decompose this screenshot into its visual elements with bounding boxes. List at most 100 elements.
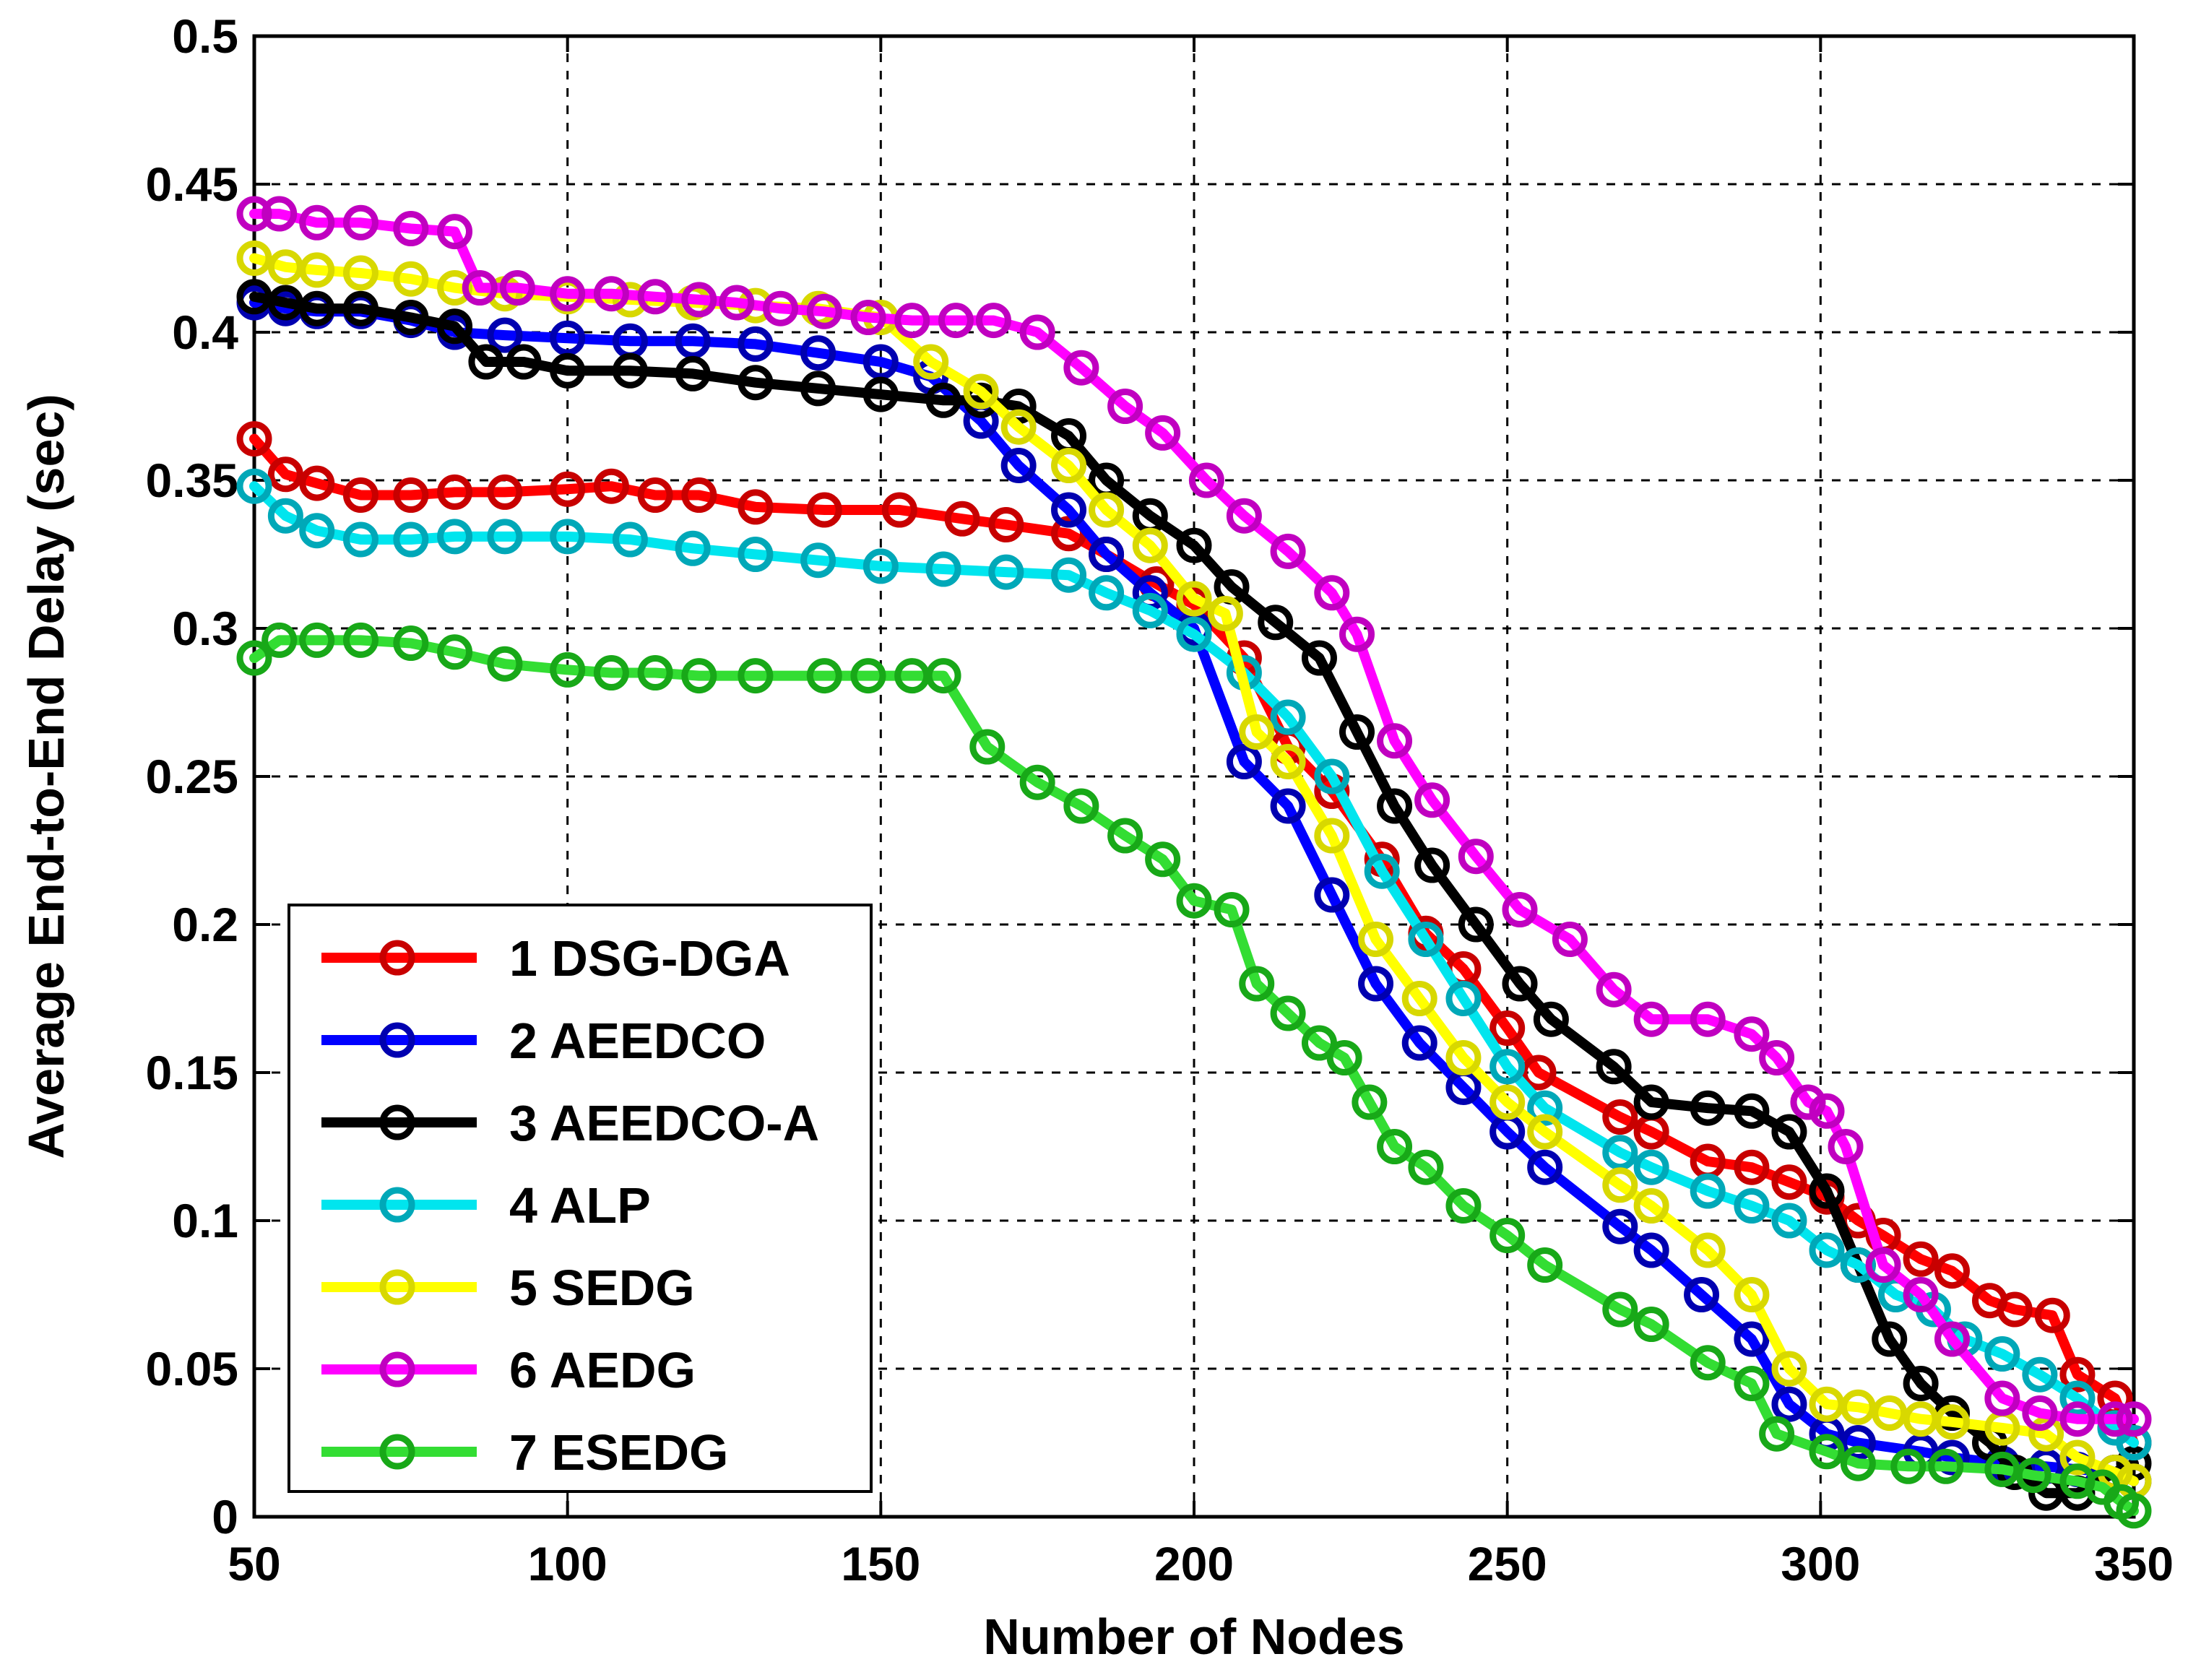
- data-point: [1527, 1114, 1563, 1150]
- x-tick-label: 300: [1781, 1537, 1860, 1590]
- legend-item: 1 DSG-DGA: [321, 930, 790, 987]
- legend-marker: [379, 1104, 415, 1140]
- legend-item: 2 AEEDCO: [321, 1013, 766, 1069]
- data-point: [1840, 1425, 1876, 1460]
- data-point: [236, 640, 272, 676]
- data-point: [806, 492, 842, 528]
- data-point: [2059, 1356, 2096, 1393]
- data-point: [393, 300, 429, 335]
- data-point: [681, 477, 717, 513]
- data-point: [1408, 1149, 1444, 1185]
- x-tick-label: 250: [1468, 1537, 1547, 1590]
- data-point: [1132, 592, 1168, 628]
- data-point: [1684, 1277, 1720, 1312]
- data-point: [593, 468, 629, 504]
- data-point: [1489, 1218, 1526, 1253]
- legend-item: 7 ESEDG: [321, 1424, 728, 1481]
- data-point: [1602, 1167, 1638, 1203]
- data-point: [506, 344, 542, 380]
- data-point: [1771, 1386, 1807, 1422]
- data-point: [925, 658, 961, 694]
- data-point: [487, 646, 523, 682]
- data-point: [487, 474, 523, 510]
- legend-label: 7 ESEDG: [509, 1424, 728, 1481]
- data-point: [342, 622, 379, 658]
- data-point: [738, 489, 774, 525]
- data-point: [267, 456, 303, 493]
- y-tick-label: 0.3: [172, 602, 238, 655]
- data-point: [1132, 527, 1168, 563]
- data-point: [437, 634, 473, 670]
- data-point: [1445, 981, 1482, 1016]
- data-point: [1809, 1232, 1845, 1268]
- data-point: [969, 729, 1006, 765]
- data-point: [236, 196, 272, 232]
- data-point: [1258, 605, 1294, 641]
- data-point: [1809, 1173, 1845, 1209]
- data-point: [1089, 575, 1125, 611]
- data-point: [963, 373, 999, 410]
- data-point: [1633, 1232, 1669, 1268]
- data-point: [1903, 1366, 1939, 1401]
- data-point: [637, 279, 673, 315]
- data-point: [1176, 883, 1212, 919]
- data-point: [1903, 1277, 1939, 1312]
- data-point: [2022, 1395, 2058, 1431]
- data-point: [925, 382, 961, 418]
- y-tick-label: 0.25: [146, 750, 238, 803]
- data-point: [1734, 1016, 1770, 1052]
- data-point: [236, 468, 272, 504]
- data-point: [862, 548, 899, 584]
- data-point: [806, 658, 842, 694]
- data-point: [1051, 557, 1087, 593]
- data-point: [1602, 1208, 1638, 1244]
- data-point: [881, 492, 917, 528]
- data-point: [894, 303, 930, 339]
- series-6: [236, 196, 2152, 1437]
- legend-marker: [379, 1187, 415, 1223]
- data-point: [800, 335, 836, 371]
- data-point: [719, 285, 755, 321]
- data-point: [1089, 537, 1125, 572]
- legend-item: 6 AEDG: [321, 1342, 696, 1398]
- data-point: [681, 658, 717, 694]
- legend-item: 5 SEDG: [321, 1260, 695, 1316]
- x-axis-title: Number of Nodes: [983, 1608, 1404, 1665]
- data-point: [267, 285, 303, 321]
- data-point: [1633, 1307, 1669, 1342]
- data-point: [1771, 1351, 1807, 1387]
- data-point: [1226, 744, 1262, 779]
- data-point: [1358, 966, 1394, 1002]
- data-point: [1145, 841, 1181, 878]
- data-point: [342, 521, 379, 558]
- data-point: [1314, 818, 1350, 854]
- y-tick-label: 0.4: [172, 306, 238, 359]
- data-point: [1000, 409, 1037, 445]
- data-point: [1458, 906, 1494, 943]
- data-point: [1502, 892, 1538, 927]
- data-point: [1527, 1090, 1563, 1126]
- data-point: [1521, 1055, 1557, 1091]
- legend-marker: [379, 1269, 415, 1305]
- data-point: [938, 303, 974, 339]
- data-point: [1377, 723, 1413, 759]
- data-point: [437, 270, 473, 306]
- data-point: [1552, 922, 1588, 957]
- series-group: [236, 196, 2152, 1529]
- data-point: [342, 290, 379, 326]
- legend-label: 1 DSG-DGA: [509, 930, 790, 987]
- legend-item: 4 ALP: [321, 1177, 651, 1234]
- data-point: [738, 658, 774, 694]
- data-point: [1301, 640, 1337, 676]
- x-tick-label: 100: [528, 1537, 607, 1590]
- legend-marker: [379, 940, 415, 976]
- data-point: [1984, 1451, 2020, 1487]
- data-point: [236, 421, 272, 457]
- data-point: [913, 344, 949, 380]
- data-point: [550, 276, 586, 312]
- data-point: [1326, 1040, 1362, 1075]
- data-point: [2116, 1401, 2152, 1437]
- series-line: [249, 433, 2139, 1448]
- data-point: [2028, 1416, 2064, 1452]
- data-point: [1063, 350, 1099, 386]
